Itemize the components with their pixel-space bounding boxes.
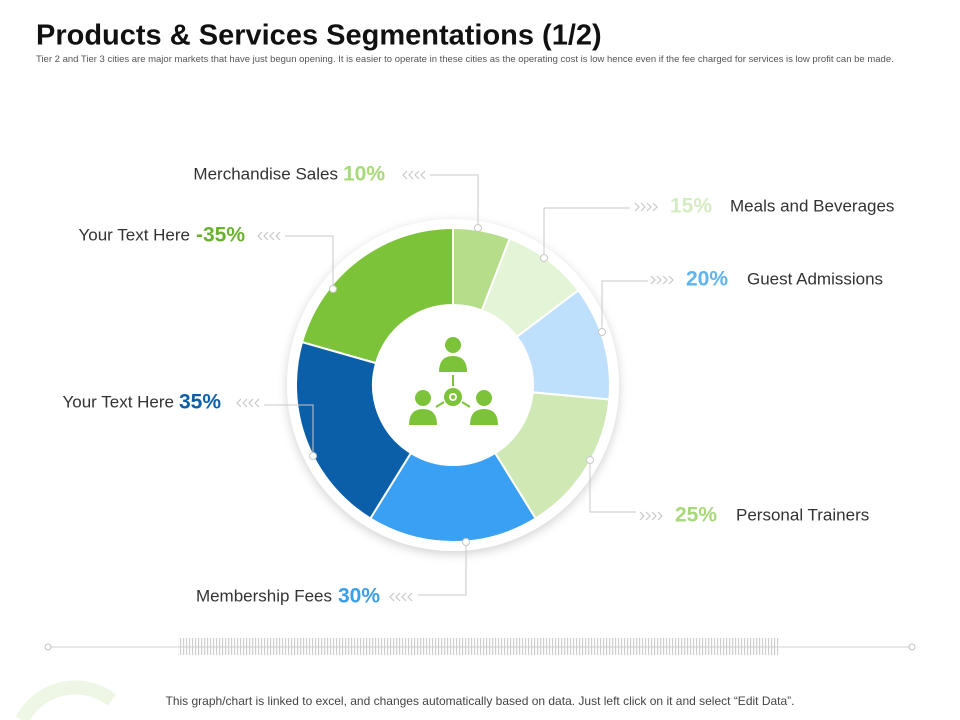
subtitle-box: Tier 2 and Tier 3 cities are major marke… <box>36 54 894 65</box>
value-label: 25% <box>675 504 717 527</box>
category-label: Guest Admissions <box>747 269 883 288</box>
connector-dot <box>329 285 337 293</box>
category-label: Your Text Here <box>78 225 190 244</box>
category-label: Personal Trainers <box>736 505 869 524</box>
slice <box>300 226 454 365</box>
value-label: 15% <box>670 195 712 218</box>
connector-dot <box>586 456 594 464</box>
value-label: 10% <box>343 163 385 186</box>
connector-dot <box>309 452 317 460</box>
category-label: Merchandise Sales <box>193 164 338 183</box>
chevrons <box>634 202 658 212</box>
connector <box>601 280 648 332</box>
slices <box>295 226 611 543</box>
connector <box>543 207 630 258</box>
connector <box>589 460 636 513</box>
value-label: 30% <box>338 585 380 608</box>
connector-dot <box>474 224 482 232</box>
connector-dot <box>462 538 470 546</box>
subtitle: Tier 2 and Tier 3 cities are major marke… <box>36 54 894 65</box>
striped-bar <box>178 638 780 655</box>
connector <box>418 542 467 596</box>
category-label: Membership Fees <box>196 586 332 605</box>
category-label: Your Text Here <box>62 392 174 411</box>
title: Products & Services Segmentations (1/2) <box>36 20 602 52</box>
value-label: -35% <box>196 224 245 247</box>
value-label: 20% <box>686 268 728 291</box>
divider-dot <box>44 643 52 651</box>
category-label: Meals and Beverages <box>730 196 894 215</box>
connector <box>264 404 314 456</box>
connector <box>285 235 334 289</box>
labels: 10% Merchandise Sales 15% Meals and Beverag… <box>62 163 894 608</box>
chevrons <box>639 511 663 521</box>
chevrons <box>389 592 413 602</box>
people-icon <box>409 337 498 425</box>
chevrons <box>257 231 281 241</box>
decor-arc <box>15 680 117 720</box>
footer: This graph/chart is linked to excel, and… <box>166 694 795 708</box>
divider-dot <box>908 643 916 651</box>
chevrons <box>402 170 426 180</box>
chevrons <box>650 275 674 285</box>
slice <box>295 340 413 520</box>
chevrons <box>236 398 260 408</box>
connector-dot <box>540 254 548 262</box>
value-label: 35% <box>179 391 221 414</box>
connector-dot <box>598 328 606 336</box>
connector <box>430 174 479 228</box>
slice <box>368 451 538 543</box>
